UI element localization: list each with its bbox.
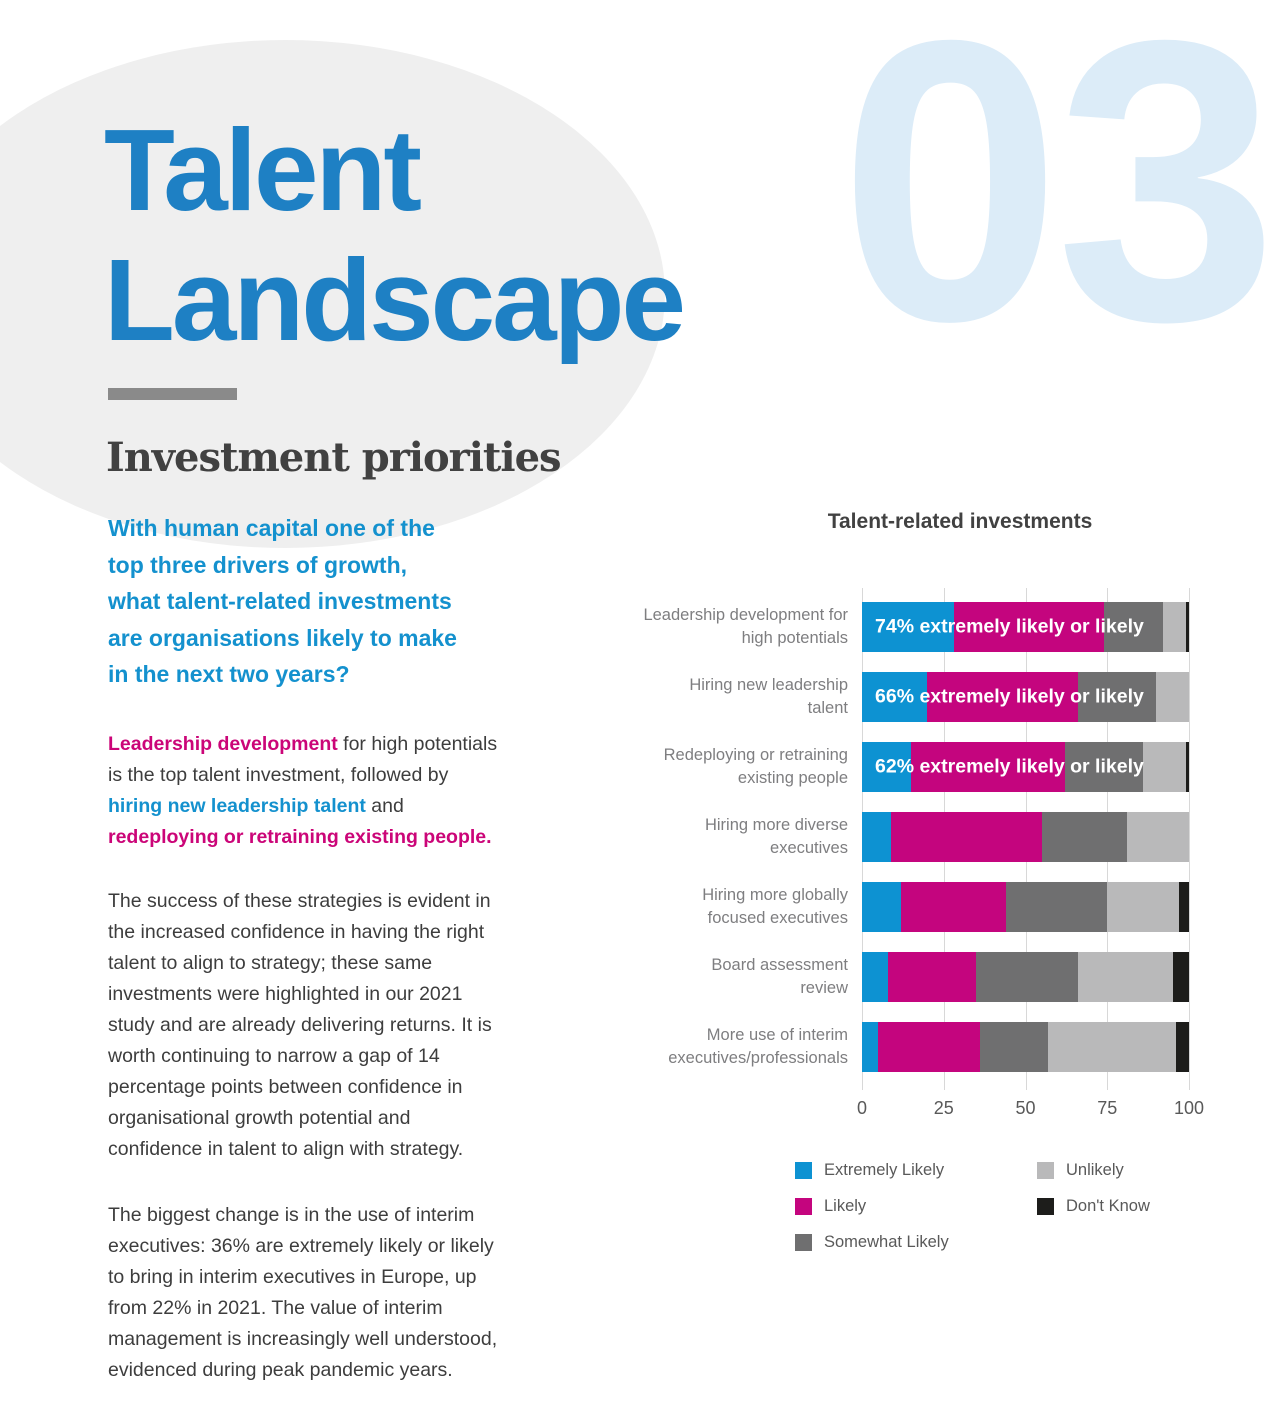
divider-bar (108, 388, 237, 400)
chart-row: Leadership development for high potentia… (620, 602, 1189, 652)
legend-label: Extremely Likely (824, 1161, 945, 1179)
talent-investments-chart: Talent-related investments Leadership de… (620, 506, 1220, 1306)
bar-segment-unlikely (1107, 882, 1180, 932)
bar-segment-somewhat-likely (976, 952, 1078, 1002)
bar-segment-likely (878, 1022, 980, 1072)
text-segment: for high potentials is the top talent in… (108, 733, 498, 786)
legend-item: Unlikely (1037, 1161, 1124, 1180)
axis-tick-label: 25 (933, 1098, 954, 1118)
bar-segment-extremely-likely (862, 952, 889, 1002)
category-label: Leadership development for high potentia… (643, 606, 848, 647)
legend-label: Likely (824, 1197, 867, 1215)
bar-segment-unlikely (1156, 672, 1189, 722)
stacked-bar (862, 882, 1189, 932)
chart-legend: Extremely Likely Likely Somewhat Likely Unl… (795, 1161, 1215, 1271)
bar-value-label: 74% extremely likely or likely (875, 615, 1144, 638)
legend-swatch-icon (1037, 1162, 1054, 1179)
bar-segment-somewhat-likely (1077, 672, 1157, 722)
chart-row: More use of interim executives/professio… (620, 1022, 1189, 1072)
chart-plot: Leadership development for high potentia… (620, 588, 1204, 1118)
category-label: Redeploying or retraining existing peopl… (663, 746, 848, 787)
category-label: Hiring more globally focused executives (702, 886, 848, 927)
bar-value-label: 66% extremely likely or likely (875, 685, 1144, 708)
stacked-bar: 74% extremely likely or likely (862, 602, 1189, 652)
bar-segment-likely (891, 812, 1042, 862)
legend-item: Extremely Likely (795, 1161, 944, 1180)
chart-title: Talent-related investments (827, 510, 1093, 533)
stacked-bar (862, 1022, 1189, 1072)
bar-segment-extremely-likely (862, 602, 954, 652)
bar-segment-extremely-likely (862, 742, 912, 792)
stacked-bar: 66% extremely likely or likely (862, 672, 1189, 722)
bar-segment-don-t-know (1185, 742, 1189, 792)
bar-value-label: 62% extremely likely or likely (875, 755, 1144, 778)
question-paragraph: With human capital one of the top three … (108, 515, 457, 687)
legend-label: Don't Know (1066, 1197, 1150, 1215)
page-title: Talent Landscape (104, 105, 686, 365)
axis-tick-label: 75 (1097, 1098, 1118, 1118)
legend-item: Somewhat Likely (795, 1233, 949, 1252)
stacked-bar (862, 952, 1189, 1002)
axis-ticks: 0 25 50 75 100 (857, 1098, 1204, 1128)
legend-item: Likely (795, 1197, 866, 1216)
text-segment: redeploying or retraining existing peopl… (108, 826, 492, 848)
bar-segment-somewhat-likely (1005, 882, 1108, 932)
bar-segment-extremely-likely (862, 672, 928, 722)
legend-swatch-icon (795, 1198, 812, 1215)
bar-segment-somewhat-likely (979, 1022, 1049, 1072)
stacked-bar (862, 812, 1189, 862)
bar-segment-unlikely (1162, 602, 1186, 652)
bar-segment-somewhat-likely (1041, 812, 1127, 862)
bar-segment-unlikely (1143, 742, 1186, 792)
category-label: Hiring new leadership talent (689, 676, 848, 717)
legend-label: Somewhat Likely (824, 1233, 949, 1251)
paragraph-success: The success of these strategies is evide… (108, 890, 492, 1160)
chart-row: Hiring more diverse executives (620, 812, 1189, 862)
chart-row: Board assessment review (620, 952, 1189, 1002)
bar-segment-extremely-likely (862, 1022, 879, 1072)
section-heading: Investment priorities (106, 434, 562, 481)
gridline (1189, 588, 1190, 1090)
bar-segment-don-t-know (1179, 882, 1189, 932)
chart-row: Hiring more globally focused executives (620, 882, 1189, 932)
bar-segment-somewhat-likely (1103, 602, 1163, 652)
background-ellipse (0, 40, 665, 548)
bar-segment-likely (953, 602, 1104, 652)
bar-segment-don-t-know (1185, 602, 1189, 652)
text-segment: and (371, 795, 404, 817)
axis-tick-label: 100 (1173, 1098, 1205, 1118)
category-label: More use of interim executives/professio… (668, 1026, 848, 1067)
axis-tick-label: 50 (1015, 1098, 1036, 1118)
category-label: Board assessment review (711, 956, 848, 997)
chart-row: Hiring new leadership talent 66% extremel… (620, 672, 1189, 722)
text-segment: hiring new leadership talent (108, 795, 366, 817)
legend-swatch-icon (795, 1162, 812, 1179)
bar-segment-unlikely (1077, 952, 1173, 1002)
stacked-bar: 62% extremely likely or likely (862, 742, 1189, 792)
legend-item: Don't Know (1037, 1197, 1150, 1216)
bar-segment-don-t-know (1175, 1022, 1189, 1072)
legend-label: Unlikely (1066, 1161, 1124, 1179)
bar-segment-likely (888, 952, 977, 1002)
bar-segment-extremely-likely (862, 812, 892, 862)
chart-row: Redeploying or retraining existing peopl… (620, 742, 1189, 792)
bar-segment-likely (901, 882, 1006, 932)
paragraph-interim: The biggest change is in the use of inte… (108, 1204, 498, 1381)
bar-segment-somewhat-likely (1064, 742, 1144, 792)
bar-segment-unlikely (1126, 812, 1189, 862)
text-segment: Leadership development (108, 733, 338, 755)
bar-segment-unlikely (1048, 1022, 1176, 1072)
legend-swatch-icon (1037, 1198, 1054, 1215)
chart-rows: Leadership development for high potentia… (620, 602, 1189, 1072)
category-label: Hiring more diverse executives (704, 816, 848, 857)
chapter-number: 03 (839, 0, 1278, 404)
axis-tick-label: 0 (856, 1098, 868, 1118)
legend-swatch-icon (795, 1234, 812, 1251)
bar-segment-likely (927, 672, 1078, 722)
paragraph-leadership: Leadership development for high potentia… (108, 729, 558, 853)
bar-segment-likely (911, 742, 1065, 792)
bar-segment-extremely-likely (862, 882, 902, 932)
bar-segment-don-t-know (1172, 952, 1189, 1002)
